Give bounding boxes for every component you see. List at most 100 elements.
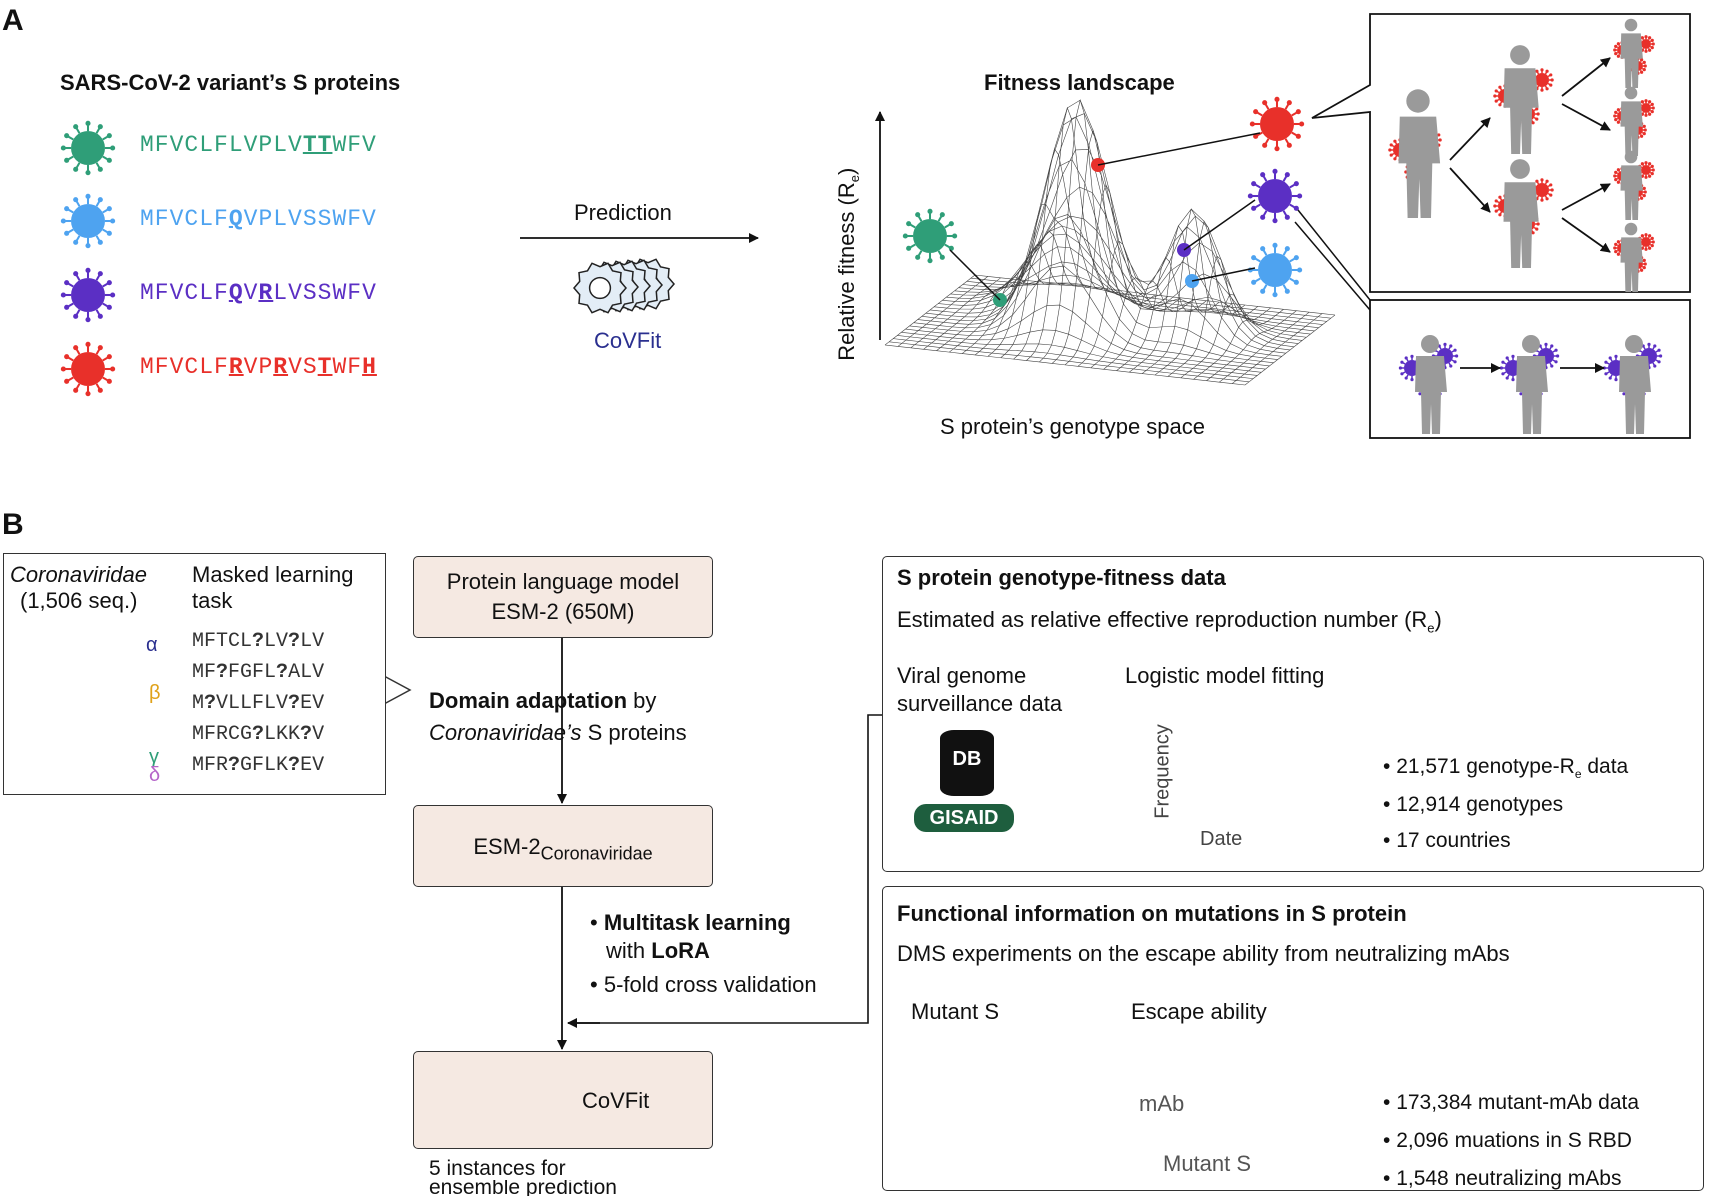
viral-line1: Viral genome <box>897 663 1027 688</box>
person-icon <box>1415 335 1447 434</box>
func-bullet-3: • 1,548 neutralizing mAbs <box>1383 1167 1622 1190</box>
variant-sequence: MFVCLFLVPLVTTWFV <box>140 132 377 158</box>
instances-label: 5 instances for <box>429 1157 566 1180</box>
masked-sequence: M?VLLFLV?EV <box>192 692 325 715</box>
esm2-coronaviridae-box: ESM-2Coronaviridae <box>413 805 713 887</box>
genus-gamma: γ <box>149 746 159 768</box>
person-icon <box>1620 86 1643 156</box>
connector <box>1183 199 1256 251</box>
arrow <box>1561 217 1611 253</box>
gisaid-logo: GISAID <box>914 804 1014 832</box>
genus-alpha: α <box>146 634 158 656</box>
instances-label-2: ensemble prediction <box>429 1180 617 1196</box>
db-label: DB <box>952 748 982 770</box>
callout-pointer <box>383 675 412 705</box>
connector <box>1097 132 1261 166</box>
variant-sequence: MFVCLFQVRLVSSWFV <box>140 280 377 306</box>
masked-sequence: MFTCL?LV?LV <box>192 630 325 653</box>
family-label: Coronaviridae <box>10 562 147 587</box>
connector <box>949 249 1001 301</box>
tree-box: Coronaviridae (1,506 seq.) Masked learni… <box>3 553 386 795</box>
func-bullet-2: • 2,096 muations in S RBD <box>1383 1129 1632 1152</box>
fitness-landscape-surface <box>884 99 1336 386</box>
frequency-axis-label: Frequency <box>1151 724 1174 819</box>
geno-box-title: S protein genotype-fitness data <box>897 565 1226 590</box>
variant-sequence: MFVCLFRVPRVSTWFH <box>140 354 377 380</box>
functional-info-box: Functional information on mutations in S… <box>882 886 1704 1191</box>
variants-title: SARS-CoV-2 variant’s S proteins <box>60 70 401 95</box>
y-axis-label: Relative fitness (Re) <box>833 167 863 361</box>
escape-ability-label: Escape ability <box>1131 999 1267 1024</box>
panel-b-letter: B <box>2 508 24 541</box>
seq-count: (1,506 seq.) <box>20 588 138 613</box>
arrow <box>1561 103 1611 131</box>
geno-box-subtitle: Estimated as relative effective reproduc… <box>897 607 1442 636</box>
person-icon <box>1503 159 1539 268</box>
gear-icon <box>573 262 627 314</box>
virus-icon <box>60 120 116 176</box>
person-icon <box>1398 89 1441 218</box>
panel-a-letter: A <box>2 4 24 37</box>
person-icon <box>1620 150 1643 220</box>
masked-sequence: MFR?GFLK?EV <box>192 754 325 777</box>
covfit-box: CoVFit <box>413 1051 713 1149</box>
person-icon <box>1620 222 1643 292</box>
func-box-subtitle: DMS experiments on the escape ability fr… <box>897 941 1510 966</box>
viral-line2: surveillance data <box>897 691 1063 716</box>
virus-icon <box>1247 242 1303 298</box>
func-bullet-1: • 173,384 mutant-mAb data <box>1383 1091 1640 1114</box>
person-icon <box>1516 335 1548 434</box>
genus-delta: δ <box>149 764 161 786</box>
person-icons <box>1398 18 1651 434</box>
person-icon <box>1620 18 1643 88</box>
database-icon: DB <box>940 730 994 796</box>
person-icon <box>1619 335 1651 434</box>
plm-line2: ESM-2 (650M) <box>491 599 635 624</box>
variant-sequence: MFVCLFQVPLVSSWFV <box>140 206 377 232</box>
virus-icon <box>1247 168 1303 224</box>
genus-beta: β <box>149 682 161 704</box>
plm-line1: Protein language model <box>446 569 680 594</box>
geno-bullet-1: • 21,571 genotype-Re data <box>1383 755 1629 782</box>
multitask-line1: • Multitask learning <box>590 910 791 935</box>
covfit-label-a: CoVFit <box>594 328 662 353</box>
prediction-label: Prediction <box>574 200 672 225</box>
covfit-label-b: CoVFit <box>582 1088 650 1113</box>
person-icon <box>1503 45 1539 154</box>
virus-icon <box>902 208 958 264</box>
logistic-label: Logistic model fitting <box>1125 663 1325 688</box>
arrow <box>1449 167 1491 213</box>
transmission-callout-red <box>1311 13 1691 293</box>
arrow <box>1561 57 1611 97</box>
genotype-fitness-box: S protein genotype-fitness data Estimate… <box>882 556 1704 872</box>
connector <box>1294 221 1371 311</box>
connector <box>1191 267 1256 282</box>
x-axis-label: S protein’s genotype space <box>940 414 1205 439</box>
virus-icon <box>1249 96 1305 152</box>
arrow <box>1449 117 1491 161</box>
virus-icon <box>60 267 116 323</box>
task-line2: task <box>192 588 233 613</box>
plm-box: Protein language model ESM-2 (650M) <box>413 556 713 638</box>
date-axis-label: Date <box>1200 828 1243 850</box>
virus-icon <box>1637 35 1655 53</box>
esm2-coronaviridae-label: ESM-2Coronaviridae <box>473 834 653 864</box>
task-line1: Masked learning <box>192 562 354 587</box>
multitask-line2: with LoRA <box>606 938 710 963</box>
geno-bullet-2: • 12,914 genotypes <box>1383 793 1564 816</box>
connector <box>1297 209 1371 301</box>
virus-icon <box>60 193 116 249</box>
masked-sequence: MFRCG?LKK?V <box>192 723 325 746</box>
domain-adaptation-line2: Coronaviridae’s S proteins <box>429 720 687 745</box>
transmission-callout-purple <box>1369 299 1691 439</box>
func-box-title: Functional information on mutations in S… <box>897 901 1407 926</box>
domain-adaptation-line1: Domain adaptation by <box>429 688 657 713</box>
data-merge-line <box>568 714 882 1024</box>
mab-label: mAb <box>1139 1091 1185 1116</box>
masked-sequence: MF?FGFL?ALV <box>192 661 325 684</box>
mutant-s-label: Mutant S <box>911 999 1000 1024</box>
mutant-s-label-2: Mutant S <box>1163 1151 1252 1176</box>
geno-bullet-3: • 17 countries <box>1383 829 1511 852</box>
virus-icon <box>60 341 116 397</box>
arrow <box>1561 183 1611 211</box>
